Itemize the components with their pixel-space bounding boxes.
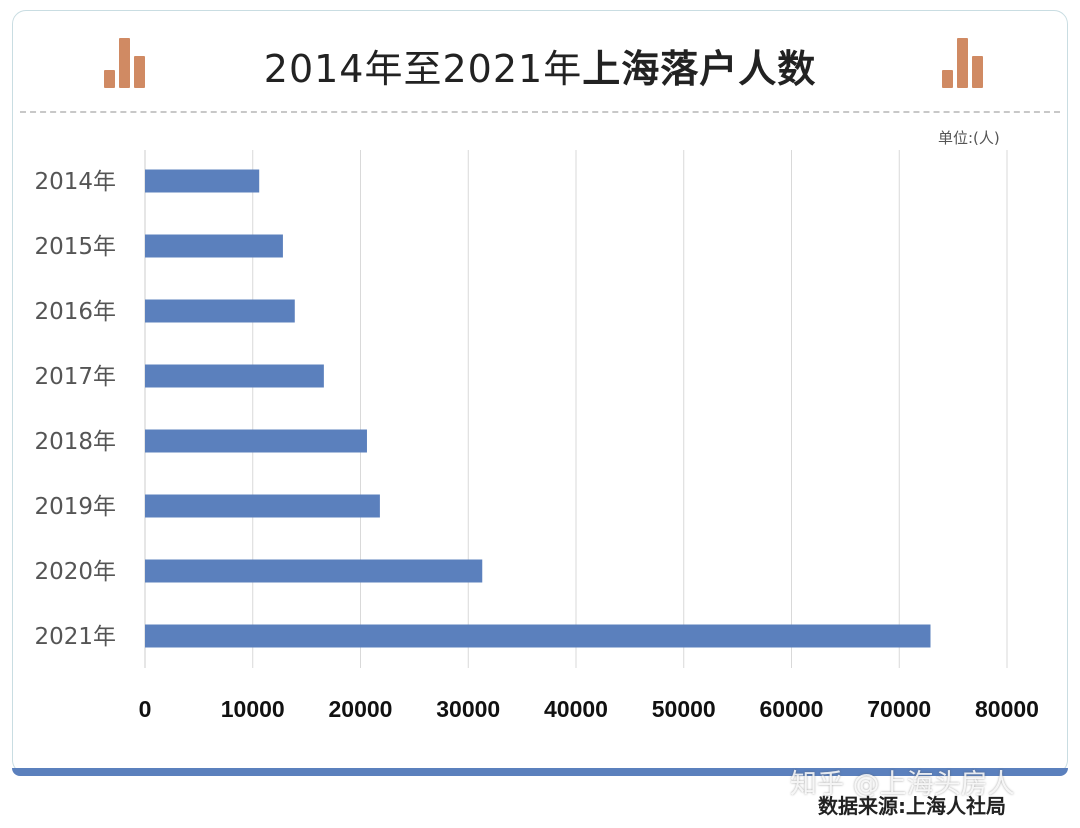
card-bottom-bar bbox=[12, 768, 1068, 776]
x-tick-label: 30000 bbox=[436, 696, 500, 722]
data-source: 数据来源:上海人社局 bbox=[818, 794, 1006, 818]
bar bbox=[145, 169, 260, 193]
x-tick-label: 0 bbox=[139, 696, 152, 722]
y-tick-label: 2017年 bbox=[34, 364, 116, 390]
unit-label: 单位:(人) bbox=[938, 129, 1000, 147]
bar-chart-icon bbox=[104, 36, 148, 88]
bar-chart-icon bbox=[942, 36, 986, 88]
x-tick-label: 70000 bbox=[867, 696, 931, 722]
y-tick-label: 2014年 bbox=[34, 169, 116, 195]
bar bbox=[145, 299, 295, 323]
y-tick-label: 2021年 bbox=[34, 624, 116, 650]
bar bbox=[145, 364, 324, 388]
x-tick-label: 20000 bbox=[329, 696, 393, 722]
y-tick-label: 2020年 bbox=[34, 559, 116, 585]
chart-title-part2: 上海落户人数 bbox=[582, 47, 817, 91]
chart-title-part1: 2014年至2021年 bbox=[263, 47, 583, 91]
y-tick-label: 2015年 bbox=[34, 234, 116, 260]
chart-title: 2014年至2021年上海落户人数 bbox=[0, 38, 1080, 93]
bar bbox=[145, 624, 931, 648]
x-tick-label: 40000 bbox=[544, 696, 608, 722]
x-tick-label: 50000 bbox=[652, 696, 716, 722]
x-tick-label: 10000 bbox=[221, 696, 285, 722]
x-tick-label: 60000 bbox=[760, 696, 824, 722]
y-tick-label: 2019年 bbox=[34, 494, 116, 520]
y-tick-label: 2016年 bbox=[34, 299, 116, 325]
bar bbox=[145, 494, 380, 518]
y-tick-label: 2018年 bbox=[34, 429, 116, 455]
x-tick-label: 80000 bbox=[975, 696, 1039, 722]
bar bbox=[145, 429, 367, 453]
bar bbox=[145, 559, 483, 583]
watermark: 知乎 @上海头房人 bbox=[790, 769, 1015, 800]
title-divider bbox=[20, 111, 1060, 113]
bar bbox=[145, 234, 283, 258]
